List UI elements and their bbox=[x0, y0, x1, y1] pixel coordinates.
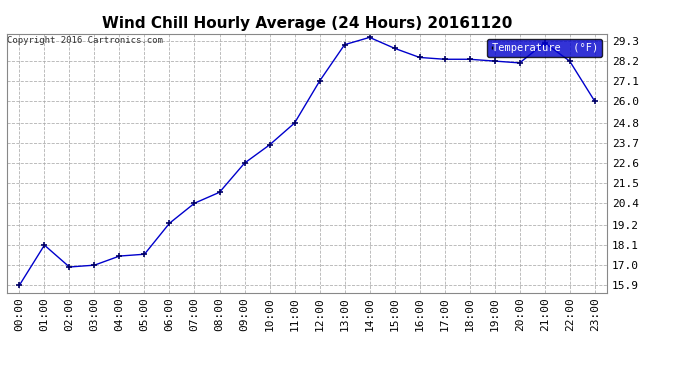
Legend: Temperature  (°F): Temperature (°F) bbox=[487, 39, 602, 57]
Text: Copyright 2016 Cartronics.com: Copyright 2016 Cartronics.com bbox=[7, 36, 163, 45]
Title: Wind Chill Hourly Average (24 Hours) 20161120: Wind Chill Hourly Average (24 Hours) 201… bbox=[102, 16, 512, 31]
